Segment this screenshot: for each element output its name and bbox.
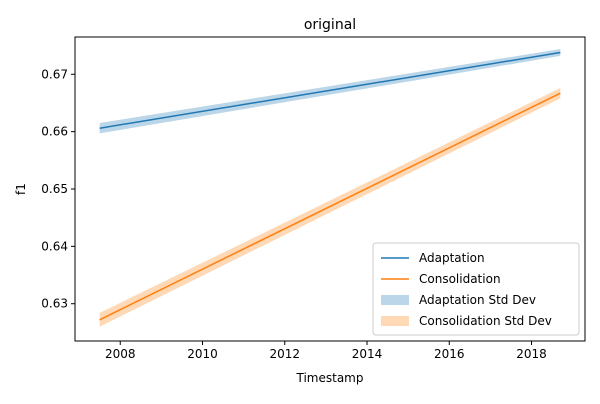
y-tick-label: 0.63 xyxy=(41,297,68,311)
x-axis-ticks: 2008 2010 2012 2014 2016 2018 xyxy=(105,341,547,361)
legend-label-adaptation-std-dev: Adaptation Std Dev xyxy=(419,293,536,307)
adaptation-line xyxy=(99,51,561,129)
series-lines-layer xyxy=(99,51,561,321)
consolidation-line xyxy=(99,92,561,321)
x-axis-label: Timestamp xyxy=(296,371,364,385)
adaptation-std-dev-band xyxy=(99,49,561,134)
chart-title: original xyxy=(304,17,356,33)
legend: Adaptation Consolidation Adaptation Std De… xyxy=(372,242,580,336)
legend-label-consolidation: Consolidation xyxy=(419,272,501,286)
y-tick-label: 0.65 xyxy=(41,182,68,196)
y-axis-ticks: 0.63 0.64 0.65 0.66 0.67 xyxy=(41,67,75,311)
consolidation-std-dev-band xyxy=(99,88,561,327)
x-tick-label: 2016 xyxy=(434,347,465,361)
y-tick-label: 0.64 xyxy=(41,239,68,253)
x-tick-label: 2012 xyxy=(269,347,300,361)
x-tick-label: 2018 xyxy=(516,347,547,361)
y-tick-label: 0.66 xyxy=(41,125,68,139)
y-axis-label: f1 xyxy=(14,183,28,195)
legend-box xyxy=(372,242,580,336)
x-tick-label: 2010 xyxy=(187,347,218,361)
legend-label-adaptation: Adaptation xyxy=(419,251,485,265)
x-tick-label: 2008 xyxy=(105,347,136,361)
y-tick-label: 0.67 xyxy=(41,67,68,81)
legend-swatch-adaptation-std-dev xyxy=(381,295,409,305)
legend-label-consolidation-std-dev: Consolidation Std Dev xyxy=(419,314,552,328)
std-bands-layer xyxy=(99,49,561,327)
x-tick-label: 2014 xyxy=(352,347,383,361)
legend-items: Adaptation Consolidation Adaptation Std De… xyxy=(381,251,552,328)
legend-swatch-consolidation-std-dev xyxy=(381,316,409,326)
